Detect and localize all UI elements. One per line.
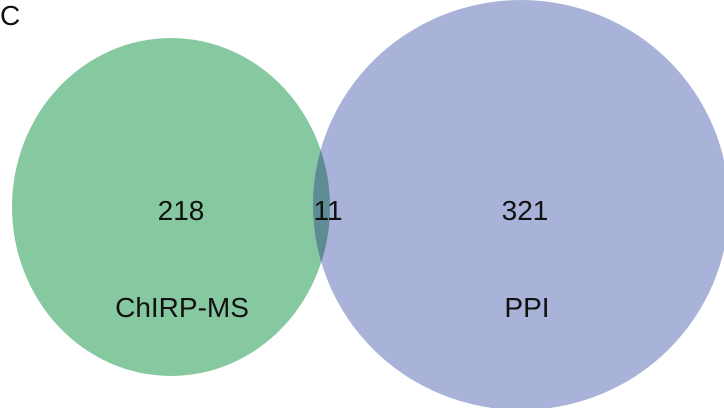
chirp-ms-circle <box>12 38 330 376</box>
intersection-count: 11 <box>313 195 342 226</box>
ppi-circle <box>313 0 724 408</box>
panel-label: C <box>0 0 21 31</box>
ppi-count: 321 <box>502 195 549 226</box>
chirp-ms-label: ChIRP-MS <box>115 292 249 323</box>
chirp-ms-count: 218 <box>158 195 205 226</box>
ppi-label: PPI <box>504 292 549 323</box>
